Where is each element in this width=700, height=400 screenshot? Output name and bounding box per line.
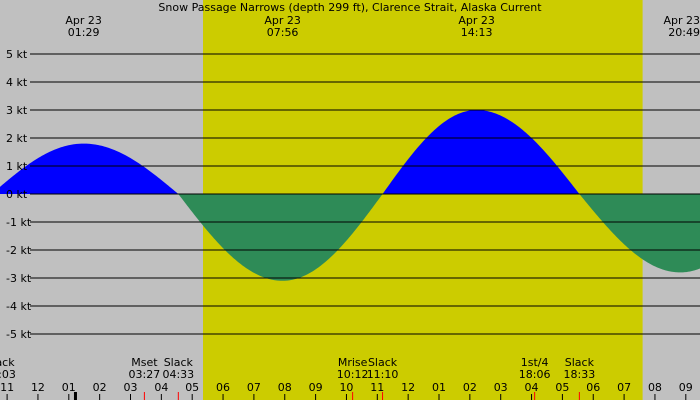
event-label: Mrise (338, 356, 368, 369)
x-tick-label: 02 (463, 381, 477, 394)
slack-label: Slack (368, 356, 398, 369)
flood-area (0, 110, 700, 194)
x-tick-label: 01 (62, 381, 76, 394)
x-tick-label: 08 (278, 381, 292, 394)
slack-time: 23:03 (0, 368, 16, 381)
extreme-time: 07:56 (267, 26, 299, 39)
x-tick-label: 12 (401, 381, 415, 394)
x-tick-label: 05 (555, 381, 569, 394)
y-tick-label: 4 kt (6, 76, 28, 89)
extreme-date: Apr 23 (663, 14, 700, 27)
slack-label: Slack (565, 356, 595, 369)
x-tick-label: 01 (432, 381, 446, 394)
extreme-date: Apr 23 (458, 14, 495, 27)
x-axis-labels: 11 12 01 02 03 04 05 06 07 08 09 10 11 12 01 02 03 04 05 06… (0, 381, 693, 400)
slack-label: Slack (164, 356, 194, 369)
midnight-marker (73, 392, 77, 400)
y-tick-label: -4 kt (6, 300, 32, 313)
x-tick-label: 10 (339, 381, 353, 394)
y-tick-label: -5 kt (6, 328, 32, 341)
event-time: 03:27 (129, 368, 161, 381)
y-tick-label: -2 kt (6, 244, 32, 257)
x-tick-label: 07 (247, 381, 261, 394)
y-tick-label: -3 kt (6, 272, 32, 285)
extreme-time: 01:29 (68, 26, 100, 39)
x-tick-label: 03 (494, 381, 508, 394)
x-tick-label: 12 (31, 381, 45, 394)
y-axis-labels: 5 kt 4 kt 3 kt 2 kt 1 kt 0 kt -1 kt -2 kt -3 kt -… (6, 48, 32, 341)
x-tick-label: 09 (679, 381, 693, 394)
x-tick-label: 02 (93, 381, 107, 394)
x-tick-label: 06 (586, 381, 600, 394)
extreme-time: 14:13 (461, 26, 493, 39)
grid-lines (30, 53, 700, 335)
current-curve (0, 110, 700, 281)
x-tick-label: 09 (309, 381, 323, 394)
x-tick-label: 11 (0, 381, 14, 394)
extreme-time: 20:49 (668, 26, 700, 39)
event-time: 18:06 (519, 368, 551, 381)
slack-time: 04:33 (162, 368, 194, 381)
y-tick-label: 0 kt (6, 188, 28, 201)
y-tick-label: 3 kt (6, 104, 28, 117)
x-tick-label: 11 (370, 381, 384, 394)
event-labels: Slack23:03Slack04:33Slack11:10Slack18:33… (0, 356, 595, 400)
extreme-date: Apr 23 (65, 14, 102, 27)
y-tick-label: 2 kt (6, 132, 28, 145)
x-tick-label: 05 (185, 381, 199, 394)
x-tick-label: 04 (525, 381, 539, 394)
extreme-date: Apr 23 (264, 14, 301, 27)
x-tick-label: 08 (648, 381, 662, 394)
x-tick-label: 06 (216, 381, 230, 394)
y-tick-label: 1 kt (6, 160, 28, 173)
y-tick-label: -1 kt (6, 216, 32, 229)
slack-time: 11:10 (367, 368, 399, 381)
x-tick-label: 07 (617, 381, 631, 394)
event-label: Mset (131, 356, 158, 369)
ebb-area (0, 194, 700, 281)
event-time: 10:12 (337, 368, 369, 381)
x-tick-label: 04 (154, 381, 168, 394)
chart-title: Snow Passage Narrows (depth 299 ft), Cla… (158, 1, 542, 14)
x-tick-label: 03 (124, 381, 138, 394)
slack-time: 18:33 (564, 368, 596, 381)
slack-label: Slack (0, 356, 15, 369)
y-tick-label: 5 kt (6, 48, 28, 61)
event-label: 1st/4 (521, 356, 549, 369)
